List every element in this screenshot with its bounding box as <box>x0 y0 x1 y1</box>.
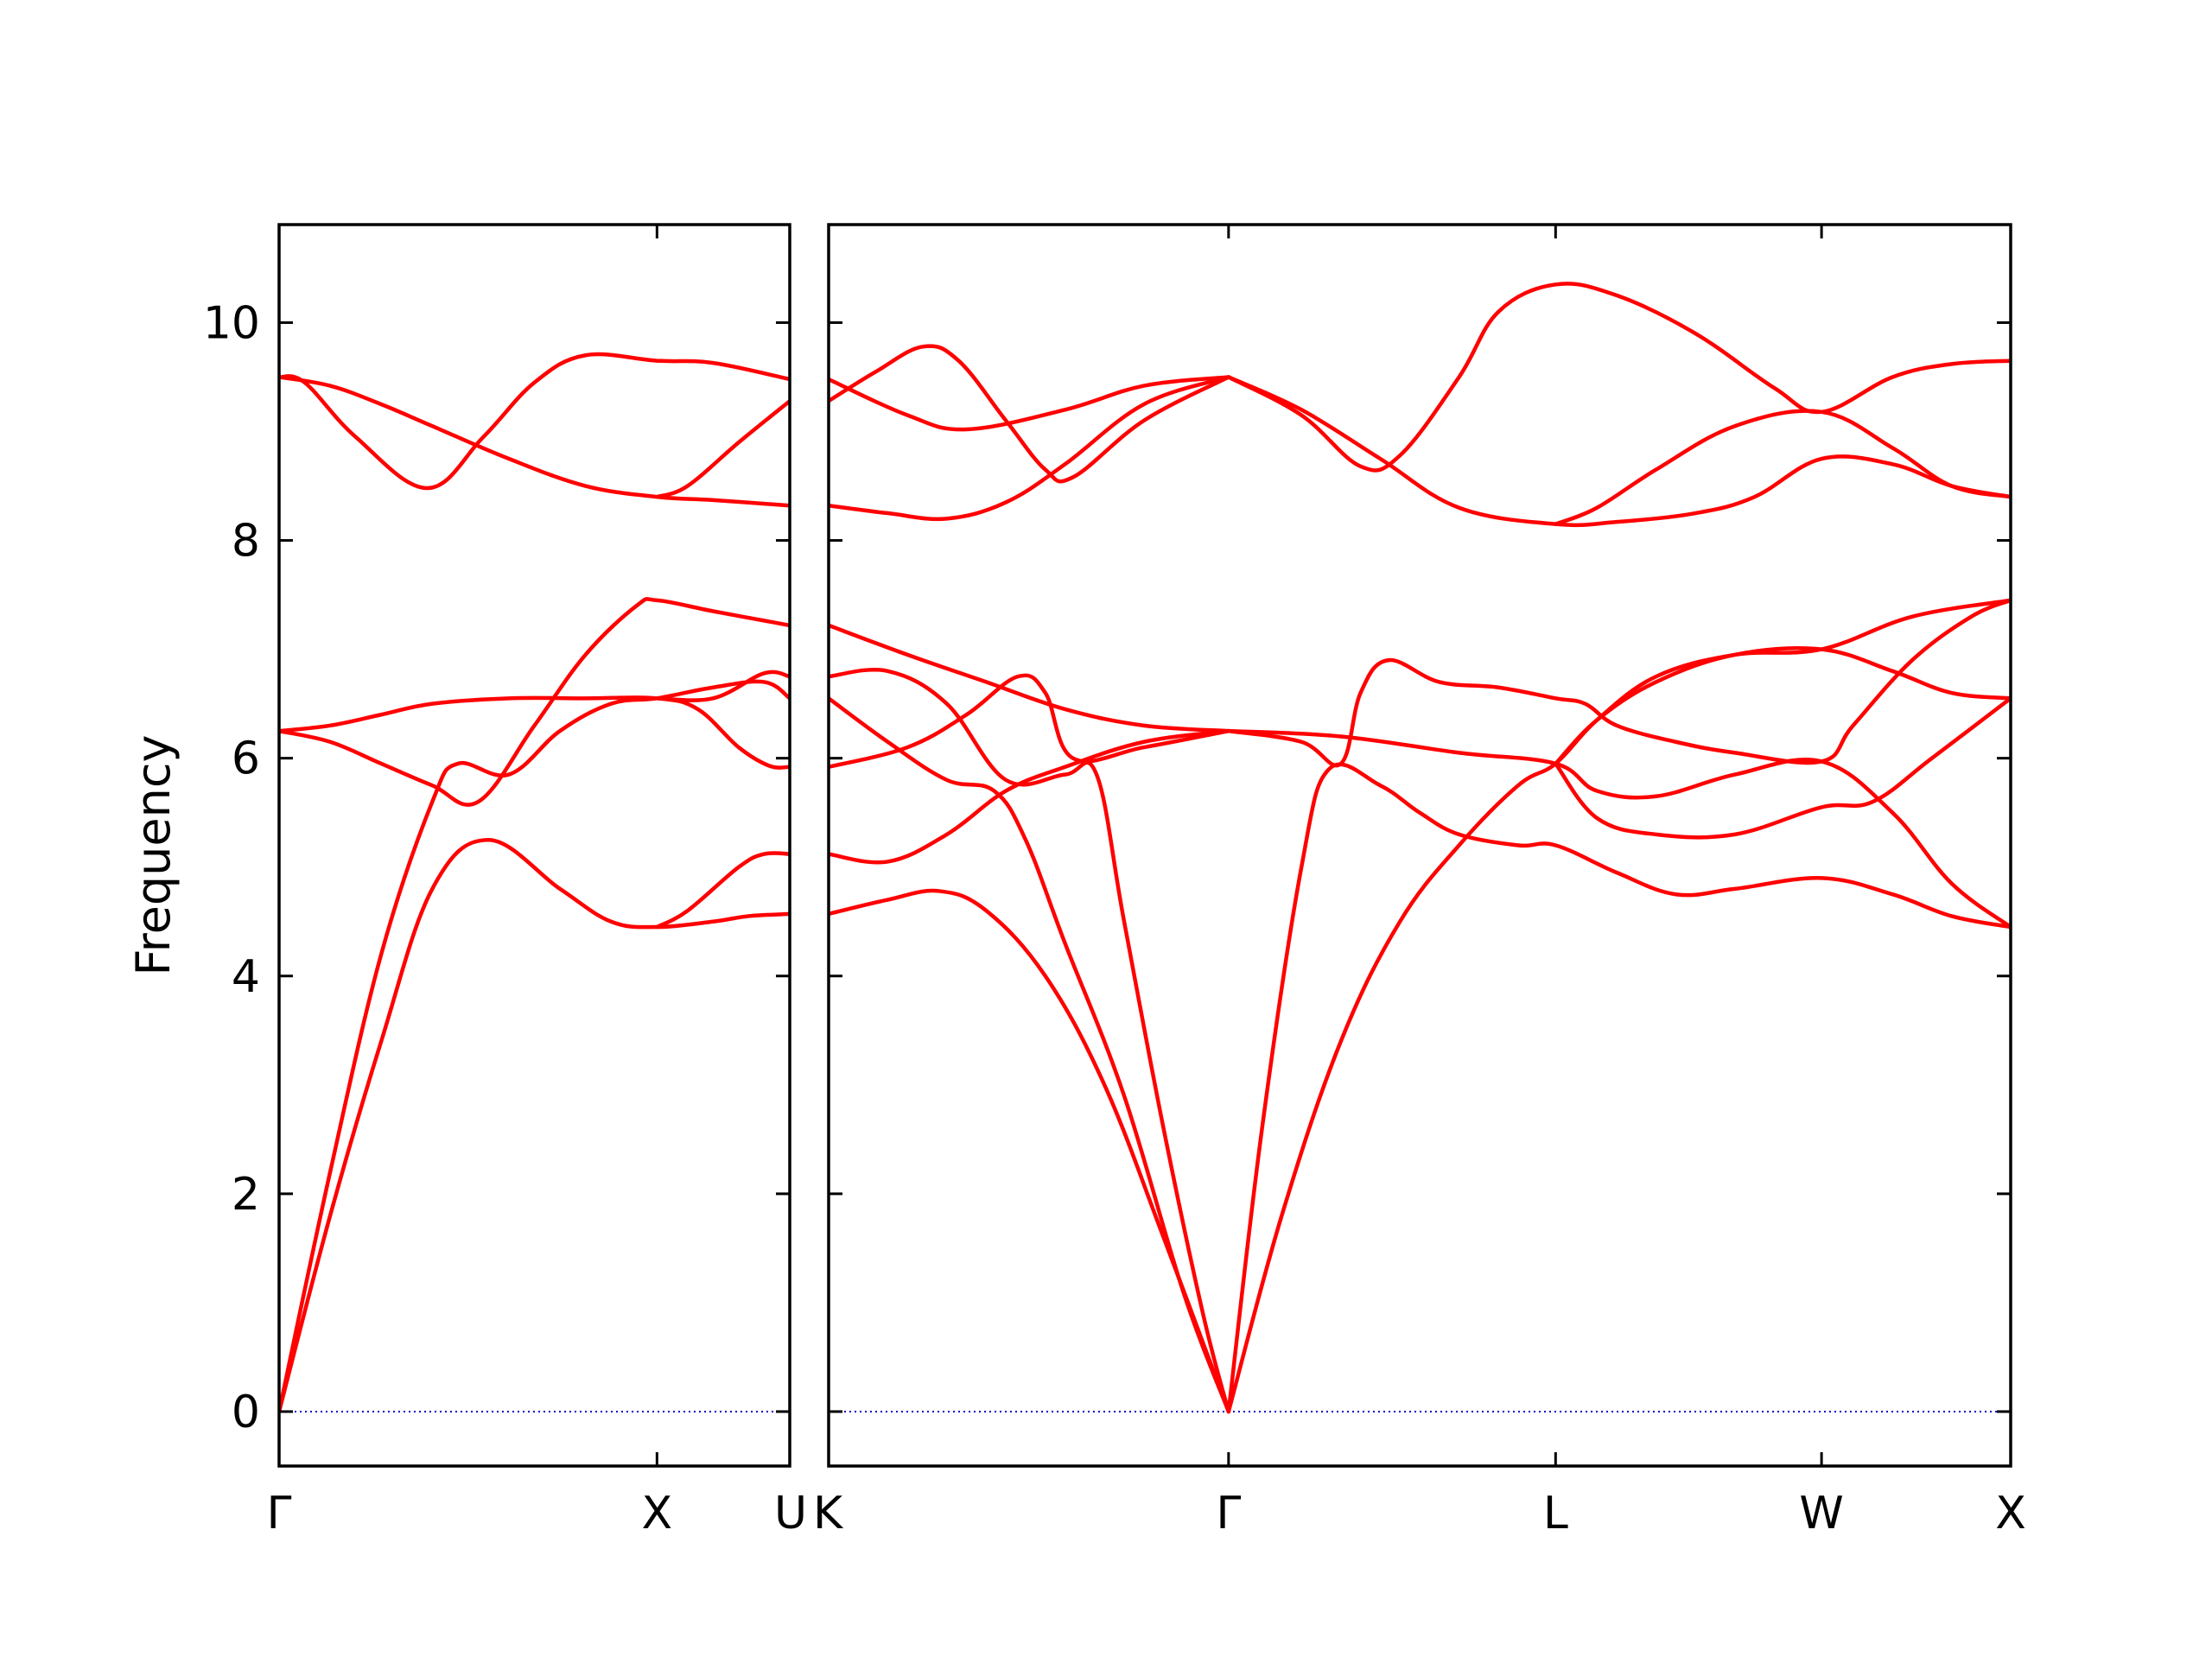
band-branch-8 <box>655 670 790 702</box>
band-branch-9 <box>655 398 790 499</box>
band-branch-6 <box>279 352 790 491</box>
band-branch-8 <box>829 344 1231 484</box>
x-tick-label: X <box>642 1488 673 1539</box>
panel-frame <box>827 223 2012 1468</box>
band-branch-9 <box>829 375 1231 432</box>
x-tick-label: L <box>1543 1488 1568 1539</box>
band-branch-13 <box>1226 728 2011 930</box>
band-branch-12 <box>1226 598 2011 768</box>
band-branch-3 <box>829 673 1231 769</box>
band-branch-6 <box>829 623 1231 733</box>
x-tick-label: Γ <box>267 1488 292 1539</box>
band-branch-16 <box>1226 375 2011 528</box>
x-tick-label: X <box>1995 1488 2026 1539</box>
y-tick-label: 2 <box>232 1169 260 1221</box>
band-branch-7 <box>829 375 1231 522</box>
band-branch-7 <box>655 851 790 930</box>
x-tick-label: W <box>1799 1488 1843 1539</box>
branches-group <box>829 282 2011 1414</box>
panel-frame <box>277 223 791 1468</box>
y-axis-label: Frequency <box>126 735 181 976</box>
band-branch-5 <box>279 375 790 508</box>
band-branch-14 <box>1554 696 2011 840</box>
y-tick-label: 4 <box>232 951 260 1003</box>
y-tick-label: 8 <box>232 516 260 568</box>
band-branch-2 <box>279 837 790 1414</box>
band-branch-2 <box>829 728 1231 865</box>
band-branch-17 <box>1226 282 2011 473</box>
band-branch-4 <box>279 695 790 770</box>
band-branch-3 <box>279 597 790 807</box>
band-branch-1 <box>829 888 1231 1414</box>
band-branch-1 <box>279 679 790 1414</box>
x-tick-label: Γ <box>1216 1488 1241 1539</box>
y-tick-label: 6 <box>232 733 260 785</box>
x-tick-label: U <box>774 1488 807 1539</box>
plot-layer: 0 2 4 6 8 10 Γ X U K Γ L W X <box>203 223 2026 1539</box>
y-tick-label: 0 <box>232 1387 260 1438</box>
panel-1: 0 2 4 6 8 10 Γ X U <box>203 223 807 1539</box>
band-branch-15 <box>1554 645 2011 766</box>
band-branch-5 <box>829 696 1231 1414</box>
band-branch-11 <box>1226 762 2011 1414</box>
y-tick-label: 10 <box>203 297 260 349</box>
band-branch-18 <box>1554 409 2011 526</box>
branches-group <box>279 352 790 1414</box>
x-tick-label: K <box>813 1488 844 1539</box>
band-branch-4 <box>829 667 1231 1414</box>
